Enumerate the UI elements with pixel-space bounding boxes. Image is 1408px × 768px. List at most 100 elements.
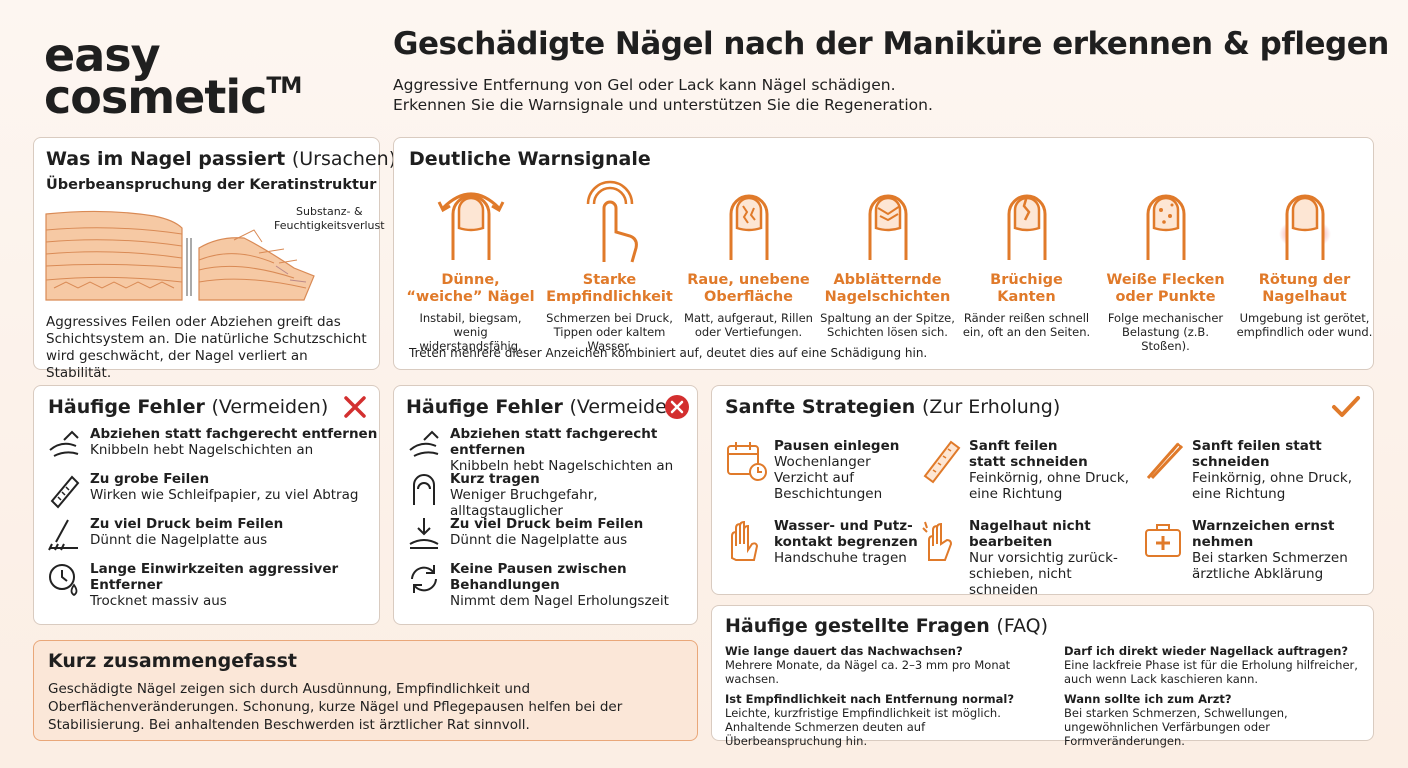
avoid-icon xyxy=(344,396,366,418)
strategies-card: Sanfte Strategien (Zur Erholung) Pausen … xyxy=(711,385,1374,598)
strategy-title: Wasser- und Putz- kontakt begrenzen Hands… xyxy=(774,518,918,566)
mistake-text: Dünnt die Nagelplatte aus xyxy=(450,532,628,548)
mistake-icon xyxy=(409,430,439,457)
warning-item: Rötung der Nagelhaut Umgebung ist gerötet… xyxy=(1236,178,1373,339)
faq-question: Darf ich direkt wieder Nagellack auftrag… xyxy=(1064,644,1349,658)
mistake-icon xyxy=(49,430,79,457)
title-text: Sanfte Strategien xyxy=(725,396,916,418)
mistake-title: Abziehen statt fachgerecht entfernen Knib… xyxy=(90,426,380,458)
strategy-icon xyxy=(727,442,767,481)
strategy-title: Sanft feilen statt schneiden Feinkörnig, … xyxy=(969,438,1130,502)
mistake-text: Weniger Bruchgefahr, alltagstauglicher xyxy=(450,487,598,519)
warnings-note: Treten mehrere dieser Anzeichen kombinie… xyxy=(409,346,928,360)
mistake-item: Zu viel Druck beim Feilen Dünnt die Nagel… xyxy=(46,516,376,560)
warning-item: Starke Empfindlichkeit Schmerzen bei Druc… xyxy=(541,178,678,353)
card-title: Deutliche Warnsignale xyxy=(409,148,651,170)
mistake-icon xyxy=(49,564,78,597)
title-text: Häufige Fehler xyxy=(406,396,563,418)
warning-title: Abblätternde Nagelschichten xyxy=(824,272,951,305)
card-title: Kurz zusammengefasst xyxy=(48,650,297,672)
mistake-text: Knibbeln hebt Nagelschichten an xyxy=(90,442,314,458)
card-title: Häufige Fehler (Vermeiden) xyxy=(48,396,328,418)
faq-question: Ist Empfindlichkeit nach Entfernung norm… xyxy=(725,692,1014,706)
warning-title: Starke Empfindlichkeit xyxy=(546,272,673,305)
mistake-item: Abziehen statt fachgerecht entfernen Knib… xyxy=(46,426,377,470)
faq-answer: Mehrere Monate, da Nägel ca. 2–3 mm pro … xyxy=(725,658,1011,686)
card-title: Häufige Fehler (Vermeiden) xyxy=(406,396,686,418)
strategy-icon xyxy=(922,521,953,561)
mistake-title: Lange Einwirkzeiten aggressiver Entferne… xyxy=(90,561,380,609)
warning-icon xyxy=(1007,194,1046,260)
faq-item: Ist Empfindlichkeit nach Entfernung norm… xyxy=(725,692,1045,748)
card-title: Sanfte Strategien (Zur Erholung) xyxy=(725,396,1060,418)
card-title: Häufige gestellte Fragen (FAQ) xyxy=(725,615,1048,637)
page-title: Geschädigte Nägel nach der Maniküre erke… xyxy=(393,26,1389,62)
warning-icon xyxy=(729,194,768,260)
title-suffix: (FAQ) xyxy=(996,615,1049,637)
faq-question: Wann sollte ich zum Arzt? xyxy=(1064,692,1232,706)
faq-answer: Eine lackfreie Phase ist für die Erholun… xyxy=(1064,658,1358,686)
mistake-item: Kurz tragen Weniger Bruchgefahr, alltagst… xyxy=(406,471,736,519)
mistake-item: Keine Pausen zwischen Behandlungen Nimmt … xyxy=(406,561,736,609)
strategy-text: Wochenlanger Verzicht auf Beschichtungen xyxy=(774,454,883,502)
mistake-icon xyxy=(409,518,439,549)
strategy-icon xyxy=(1146,442,1184,480)
mistake-title: Zu viel Druck beim Feilen Dünnt die Nagel… xyxy=(90,516,380,548)
title-suffix: (Vermeiden) xyxy=(569,396,687,418)
warning-item: Dünne, “weiche” Nägel Instabil, biegsam, … xyxy=(402,178,539,353)
mistake-title: Keine Pausen zwischen Behandlungen Nimmt … xyxy=(450,561,700,609)
mistake-icon xyxy=(413,474,435,505)
warning-text: Spaltung an der Spitze, Schichten lösen … xyxy=(820,311,955,339)
strategy-text: Feinkörnig, ohne Druck, eine Richtung xyxy=(969,470,1130,502)
mistake-text: Wirken wie Schleifpapier, zu viel Abtrag xyxy=(90,487,359,503)
strategy-icon xyxy=(923,440,961,484)
card-subtitle: Überbeanspruchung der Keratinstruktur xyxy=(46,177,377,193)
strategy-text: Handschuhe tragen xyxy=(774,550,907,566)
warning-icon xyxy=(586,180,638,263)
strategy-text: Bei starken Schmerzen ärztliche Abklärun… xyxy=(1192,550,1348,582)
warning-icon xyxy=(1146,194,1185,260)
strategy-icon xyxy=(731,520,759,561)
mistake-item: Abziehen statt fachgerecht entfernen Knib… xyxy=(406,426,736,474)
faq-item: Wann sollte ich zum Arzt? Bei starken Sch… xyxy=(1064,692,1384,748)
warning-text: Schmerzen bei Druck, Tippen oder kaltem … xyxy=(546,311,673,353)
strategy-text: Feinkörnig, ohne Druck, eine Richtung xyxy=(1192,470,1353,502)
warning-text: Instabil, biegsam, wenig widerstandsfähi… xyxy=(419,311,522,353)
warning-title: Raue, unebene Oberfläche xyxy=(687,272,810,305)
causes-text: Aggressives Feilen oder Abziehen greift … xyxy=(46,314,367,381)
mistake-text: Nimmt dem Nagel Erholungszeit xyxy=(450,593,669,609)
mistake-item: Lange Einwirkzeiten aggressiver Entferne… xyxy=(46,561,376,609)
card-title: Was im Nagel passiert (Ursachen) xyxy=(46,148,396,170)
title-text: Häufige gestellte Fragen xyxy=(725,615,990,637)
brand-line1: easy xyxy=(44,28,161,82)
strategy-title: Sanft feilen statt schneiden Feinkörnig, … xyxy=(1192,438,1353,502)
warning-icon xyxy=(1278,194,1331,260)
title-suffix: (Zur Erholung) xyxy=(921,396,1061,418)
warnings-card: Deutliche Warnsignale Treten mehrere die… xyxy=(393,137,1374,370)
strategy-title: Nagelhaut nicht bearbeiten Nur vorsichtig… xyxy=(969,518,1134,598)
warning-item: Brüchige Kanten Ränder reißen schnell ein… xyxy=(958,178,1095,339)
strategy-icon xyxy=(1145,524,1181,557)
mistake-icon xyxy=(48,519,78,551)
brand-name: cosmetic xyxy=(44,70,267,124)
warning-text: Folge mechanischer Belastung (z.B. Stoße… xyxy=(1107,311,1224,353)
strategy-text: Nur vorsichtig zurück- schieben, nicht s… xyxy=(969,550,1118,598)
title-text: Was im Nagel passiert xyxy=(46,148,286,170)
warning-item: Abblätternde Nagelschichten Spaltung an d… xyxy=(819,178,956,339)
summary-text: Geschädigte Nägel zeigen sich durch Ausd… xyxy=(48,681,623,733)
title-text: Häufige Fehler xyxy=(48,396,205,418)
mistake-title: Zu grobe Feilen Wirken wie Schleifpapier,… xyxy=(90,471,380,503)
strategy-title: Pausen einlegen Wochenlanger Verzicht auf… xyxy=(774,438,900,502)
diagram-label: Substanz- & Feuchtigkeitsverlust xyxy=(274,205,385,232)
faq-answer: Bei starken Schmerzen, Schwellungen, ung… xyxy=(1064,706,1288,748)
keratin-diagram xyxy=(45,210,315,301)
summary-card: Kurz zusammengefasst Geschädigte Nägel z… xyxy=(33,640,698,741)
warning-item: Weiße Flecken oder Punkte Folge mechanisc… xyxy=(1097,178,1234,353)
faq-item: Wie lange dauert das Nachwachsen? Mehrere… xyxy=(725,644,1045,686)
mistake-icon xyxy=(50,475,80,509)
strategy-title: Warnzeichen ernst nehmen Bei starken Schm… xyxy=(1192,518,1357,582)
faq-question: Wie lange dauert das Nachwachsen? xyxy=(725,644,963,658)
mistake-title: Zu viel Druck beim Feilen Dünnt die Nagel… xyxy=(450,516,700,548)
